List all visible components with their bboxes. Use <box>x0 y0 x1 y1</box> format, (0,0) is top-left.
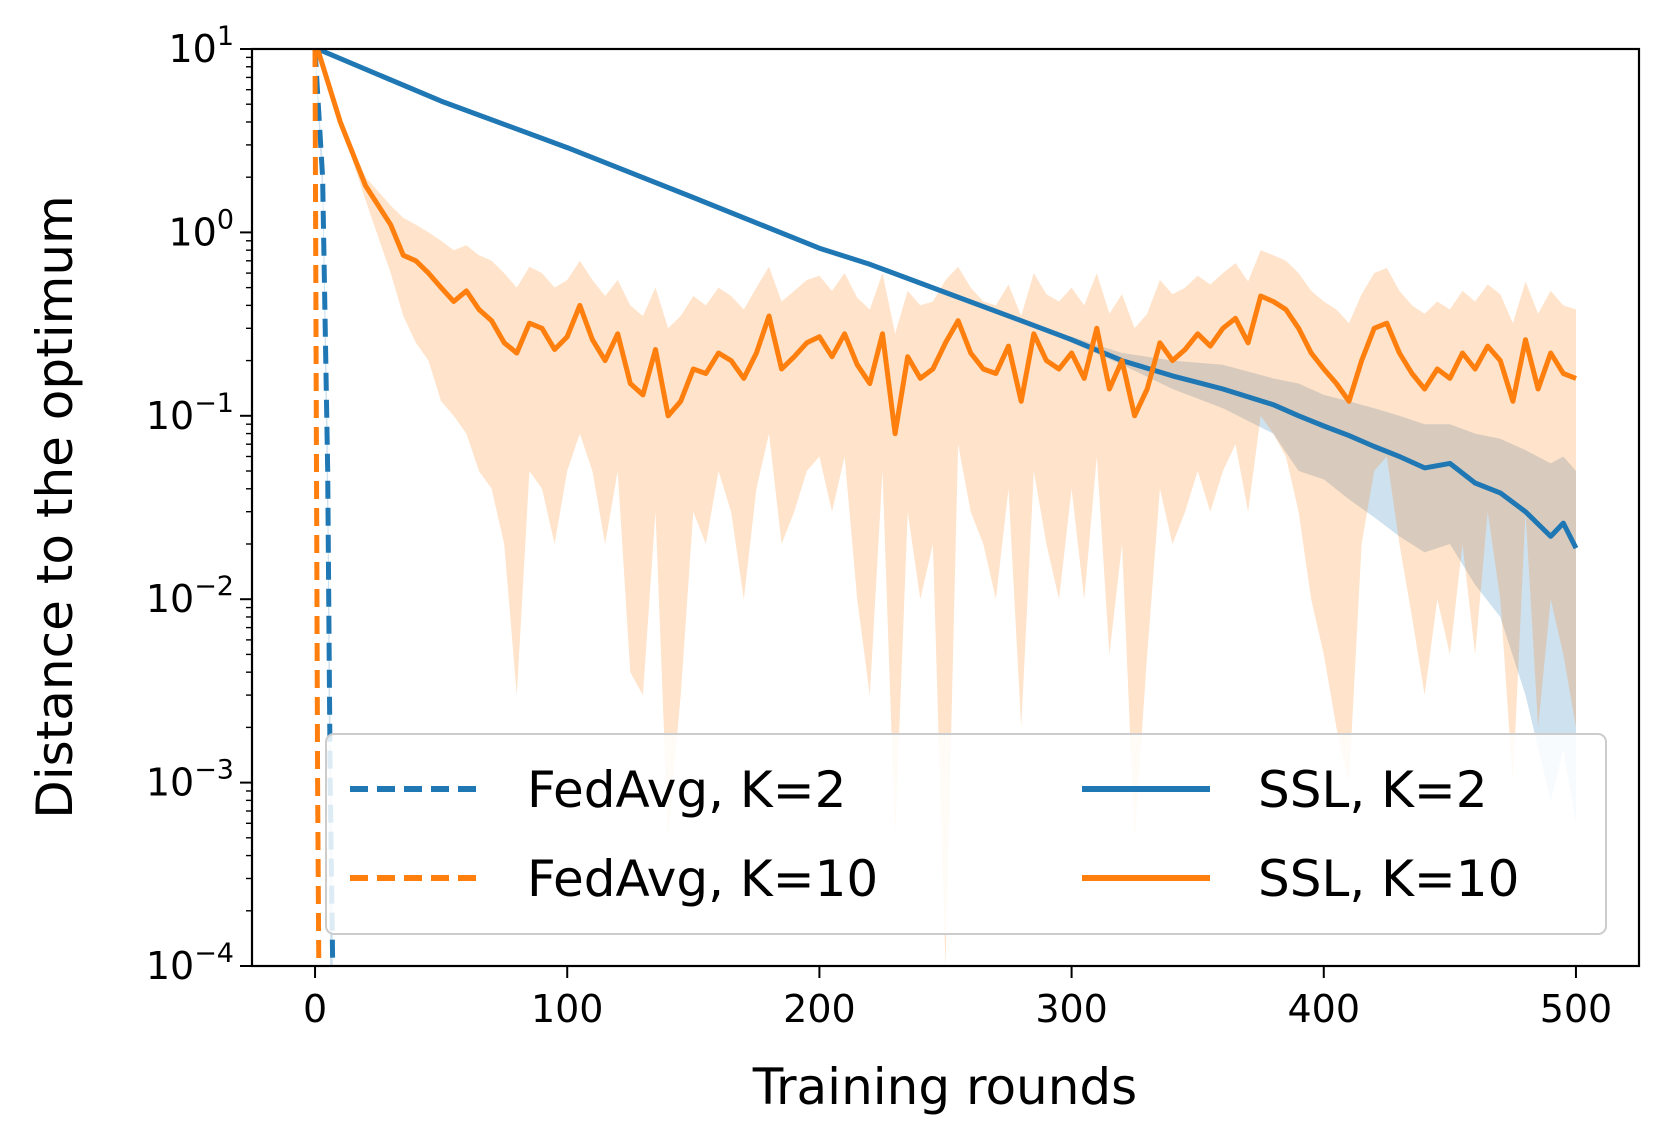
y-axis-label: Distance to the optimum <box>26 195 84 819</box>
legend: FedAvg, K=2 SSL, K=2 FedAvg, K=10 SSL, K=10 <box>325 733 1607 935</box>
y-tick-label: 10−4 <box>146 938 234 988</box>
plot-frame <box>250 47 1641 968</box>
series-line-ssl-k-10 <box>315 49 1577 437</box>
y-tick-label: 100 <box>168 204 234 254</box>
legend-label-ssl-k-2: SSL, K=2 <box>1258 761 1488 819</box>
legend-label-fedavg-k-10: FedAvg, K=10 <box>527 850 878 908</box>
x-tick-label: 400 <box>1288 987 1361 1031</box>
x-tick-label: 100 <box>531 987 604 1031</box>
legend-frame <box>325 733 1607 935</box>
band-ssl-k-2 <box>317 49 1577 824</box>
x-axis-label: Training rounds <box>752 1058 1137 1116</box>
legend-label-fedavg-k-2: FedAvg, K=2 <box>527 761 846 819</box>
y-tick-label: 10−2 <box>146 571 234 621</box>
x-tick-label: 0 <box>303 987 327 1031</box>
y-tick-label: 10−1 <box>146 388 234 438</box>
x-tick-label: 500 <box>1540 987 1613 1031</box>
series-line-ssl-k-2 <box>316 49 1579 550</box>
band-ssl-k-10 <box>317 49 1577 966</box>
series-line-fedavg-k-10 <box>312 49 322 966</box>
y-tick-label: 10−3 <box>146 755 234 805</box>
x-tick-label: 200 <box>783 987 856 1031</box>
x-tick-label: 300 <box>1035 987 1108 1031</box>
y-tick-label: 101 <box>168 21 234 71</box>
legend-label-ssl-k-10: SSL, K=10 <box>1258 850 1519 908</box>
